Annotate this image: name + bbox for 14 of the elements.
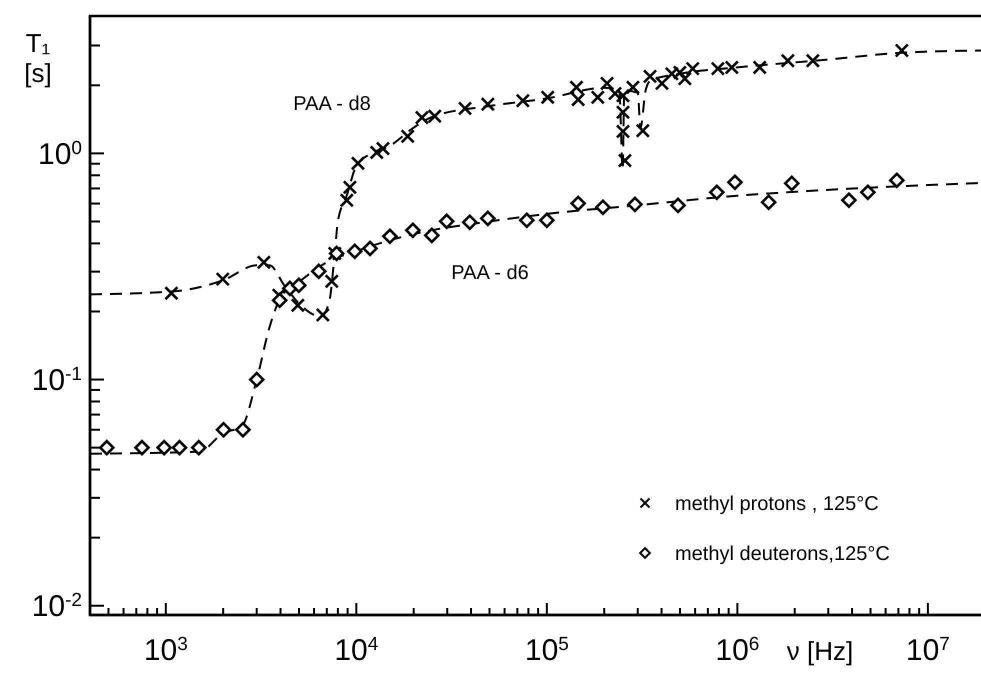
- annotation: PAA - d6: [451, 262, 529, 284]
- x-tick-label: 10$^{3}$: [144, 634, 188, 667]
- y-tick-label: 10$^{-1}$: [32, 364, 82, 398]
- y-axis-title: T₁ [s]: [24, 28, 52, 88]
- legend-label: methyl deuterons,125°C: [675, 543, 890, 565]
- y-tick-label: 10$^{0}$: [38, 137, 82, 171]
- x-tick-label: 10$^{6}$: [715, 634, 760, 667]
- x-tick-label: 10$^{5}$: [524, 634, 569, 667]
- legend-label: methyl protons , 125°C: [675, 493, 879, 515]
- x-tick-label: 10$^{7}$: [906, 634, 950, 667]
- x-tick-label: 10$^{4}$: [334, 634, 379, 667]
- annotation: PAA - d8: [293, 93, 371, 115]
- y-tick-label: 10$^{-2}$: [32, 590, 82, 624]
- x-axis-title: ν [Hz]: [786, 636, 854, 666]
